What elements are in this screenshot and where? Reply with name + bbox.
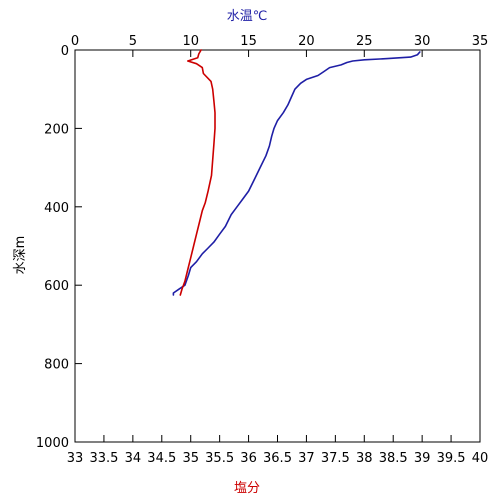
temperature-axis: 0 5 10 15 20 25 30 35 [71,34,488,57]
salinity-tick-label: 34.5 [147,451,176,466]
depth-tick-label: 1000 [36,436,69,451]
salinity-tick-label: 33 [67,451,84,466]
salinity-tick-label: 38.5 [379,451,408,466]
plot-frame [74,49,481,443]
salinity-tick-label: 36.5 [263,451,292,466]
salinity-tick-label: 39 [414,451,431,466]
depth-tick-label: 200 [44,122,69,137]
salinity-tick-label: 40 [472,451,489,466]
temperature-tick-label: 25 [356,34,373,49]
salinity-tick-label: 36 [240,451,257,466]
salinity-tick-label: 37.5 [321,451,350,466]
temperature-tick-label: 15 [240,34,257,49]
salinity-series-line [179,49,216,296]
salinity-tick-label: 39.5 [437,451,466,466]
salinity-tick-label: 37 [298,451,315,466]
depth-axis-title: 水深m [13,236,28,275]
salinity-tick-label: 38 [356,451,373,466]
temperature-tick-label: 0 [71,34,79,49]
temperature-axis-title: 水温℃ [227,9,268,24]
temperature-tick-label: 20 [298,34,315,49]
temperature-tick-label: 10 [182,34,199,49]
salinity-tick-label: 35.5 [205,451,234,466]
salinity-tick-label: 34 [125,451,142,466]
series-layer [172,49,421,296]
temperature-tick-label: 30 [414,34,431,49]
depth-tick-label: 600 [44,279,69,294]
temperature-tick-label: 35 [472,34,489,49]
depth-tick-label: 800 [44,358,69,373]
depth-axis: 0 200 400 600 800 1000 [36,44,82,451]
temperature-tick-label: 5 [129,34,137,49]
depth-tick-label: 0 [61,44,69,59]
depth-tick-label: 400 [44,201,69,216]
salinity-axis-title: 塩分 [234,481,260,496]
salinity-tick-label: 35 [182,451,199,466]
salinity-tick-label: 33.5 [89,451,118,466]
salinity-axis: 33 33.5 34 34.5 35 35.5 36 36.5 37 37.5 38 38.5 39 39… [67,435,489,466]
temperature-series-line [172,51,421,296]
